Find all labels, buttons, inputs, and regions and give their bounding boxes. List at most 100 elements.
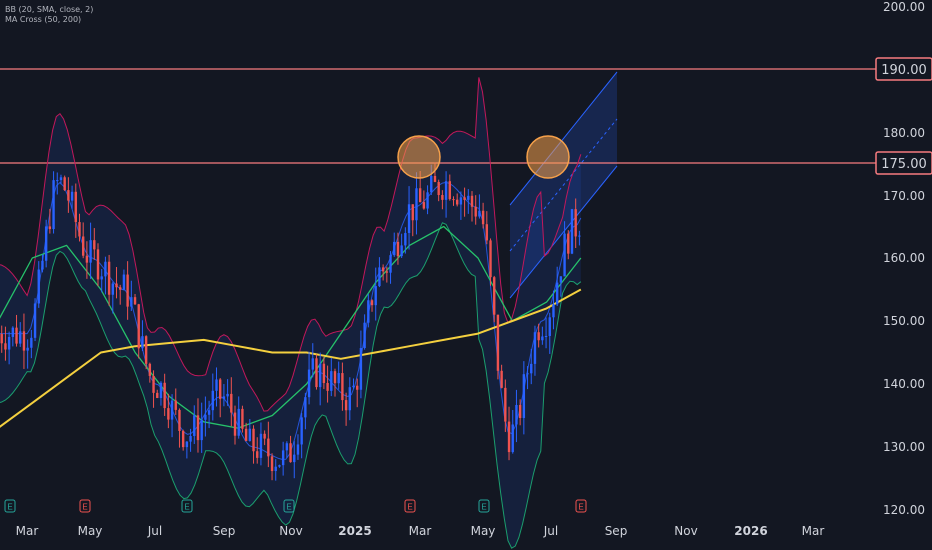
candles — [0, 162, 581, 481]
candle-body — [307, 369, 311, 398]
earnings-marker-box[interactable] — [4, 499, 16, 513]
candle-body — [41, 260, 44, 270]
candle-body — [196, 415, 200, 441]
candle-body — [93, 240, 96, 250]
candle-body — [418, 188, 422, 203]
earnings-marker[interactable]: E — [4, 499, 16, 513]
candle-body — [211, 390, 214, 411]
candle-body — [318, 363, 322, 388]
candle-body — [552, 304, 555, 318]
candle-body — [78, 222, 81, 237]
candle-body — [278, 465, 281, 467]
candle-body — [119, 287, 122, 290]
channel-median[interactable] — [509, 118, 618, 252]
candle-body — [33, 303, 37, 338]
candle-body — [400, 245, 403, 257]
candle-body — [185, 441, 189, 448]
earnings-marker-letter: E — [407, 503, 412, 512]
legend-ma[interactable]: MA Cross (50, 200) — [5, 15, 82, 24]
candle-body — [19, 331, 22, 344]
candle-body — [96, 249, 100, 280]
earnings-marker[interactable]: E — [79, 499, 91, 513]
candle-body — [37, 269, 40, 304]
candle-body — [259, 433, 263, 458]
candle-body — [133, 297, 137, 305]
candle-body — [555, 282, 559, 305]
earnings-marker[interactable]: E — [404, 499, 416, 513]
candle-body — [330, 371, 333, 391]
parallel-channel[interactable] — [509, 71, 618, 299]
candle-body — [430, 175, 433, 193]
candle-body — [48, 226, 52, 230]
earnings-marker-letter: E — [578, 503, 583, 512]
candle-body — [333, 371, 337, 384]
earnings-marker[interactable]: E — [181, 499, 193, 513]
earnings-marker-box[interactable] — [478, 499, 490, 513]
earnings-marker[interactable]: E — [283, 499, 295, 513]
candle-body — [359, 348, 363, 390]
candle-body — [548, 317, 551, 337]
level-label-text: 175.00 — [881, 157, 927, 172]
candle-body — [70, 191, 74, 201]
legend-bb[interactable]: BB (20, SMA, close, 2) — [5, 5, 94, 14]
candle-body — [344, 400, 348, 411]
candle-body — [167, 408, 170, 420]
time-tick-label: May — [78, 524, 103, 538]
candle-body — [293, 454, 296, 463]
candle-body — [493, 277, 496, 315]
earnings-marker-box[interactable] — [575, 499, 587, 513]
candle-body — [489, 240, 492, 278]
highlight-circles[interactable] — [397, 135, 570, 179]
candle-body — [311, 358, 314, 370]
earnings-marker-box[interactable] — [181, 499, 193, 513]
sma200-line — [0, 288, 582, 428]
time-tick-label: Mar — [16, 524, 39, 538]
time-tick-label: 2026 — [734, 524, 767, 538]
candle-body — [89, 240, 92, 263]
channel-lower[interactable] — [509, 165, 618, 299]
candle-body — [478, 210, 481, 217]
bb-lower-line — [0, 222, 582, 549]
candle-body — [111, 283, 115, 295]
time-tick-label: Jul — [543, 524, 558, 538]
candle-body — [485, 224, 489, 241]
candle-body — [356, 385, 359, 390]
candle-body — [263, 433, 266, 439]
time-axis[interactable]: Mar May Jul Sep Nov 2025 Mar May Jul Sep Nov 2026 Ma… — [16, 524, 825, 538]
candle-body — [530, 363, 533, 374]
candle-body — [7, 336, 11, 350]
candle-body — [148, 363, 152, 376]
candle-body — [252, 428, 255, 452]
candle-body — [81, 236, 85, 256]
candle-body — [63, 177, 66, 191]
candle-body — [507, 421, 511, 453]
candle-body — [230, 393, 233, 413]
candle-body — [559, 276, 563, 283]
candle-body — [526, 373, 529, 375]
earnings-marker[interactable]: E — [478, 499, 490, 513]
price-axis[interactable]: 200.00 180.00 170.00 160.00 150.00 140.00 130.… — [883, 0, 925, 517]
candle-body — [433, 175, 437, 182]
candle-body — [281, 450, 285, 466]
candle-body — [204, 414, 207, 420]
highlight-circle[interactable] — [397, 135, 441, 179]
candle-body — [59, 177, 63, 181]
time-tick-label: Nov — [279, 524, 302, 538]
highlight-circle[interactable] — [526, 135, 570, 179]
earnings-marker-box[interactable] — [79, 499, 91, 513]
earnings-marker-letter: E — [7, 503, 12, 512]
candle-body — [455, 199, 459, 205]
earnings-marker[interactable]: E — [575, 499, 587, 513]
time-tick-label: Mar — [409, 524, 432, 538]
candle-body — [156, 392, 159, 399]
candle-body — [567, 233, 570, 254]
channel-upper[interactable] — [509, 71, 618, 206]
earnings-marker-box[interactable] — [404, 499, 416, 513]
candle-body — [215, 379, 218, 391]
earnings-marker-letter: E — [286, 503, 291, 512]
candle-body — [389, 255, 392, 273]
earnings-marker-box[interactable] — [283, 499, 295, 513]
